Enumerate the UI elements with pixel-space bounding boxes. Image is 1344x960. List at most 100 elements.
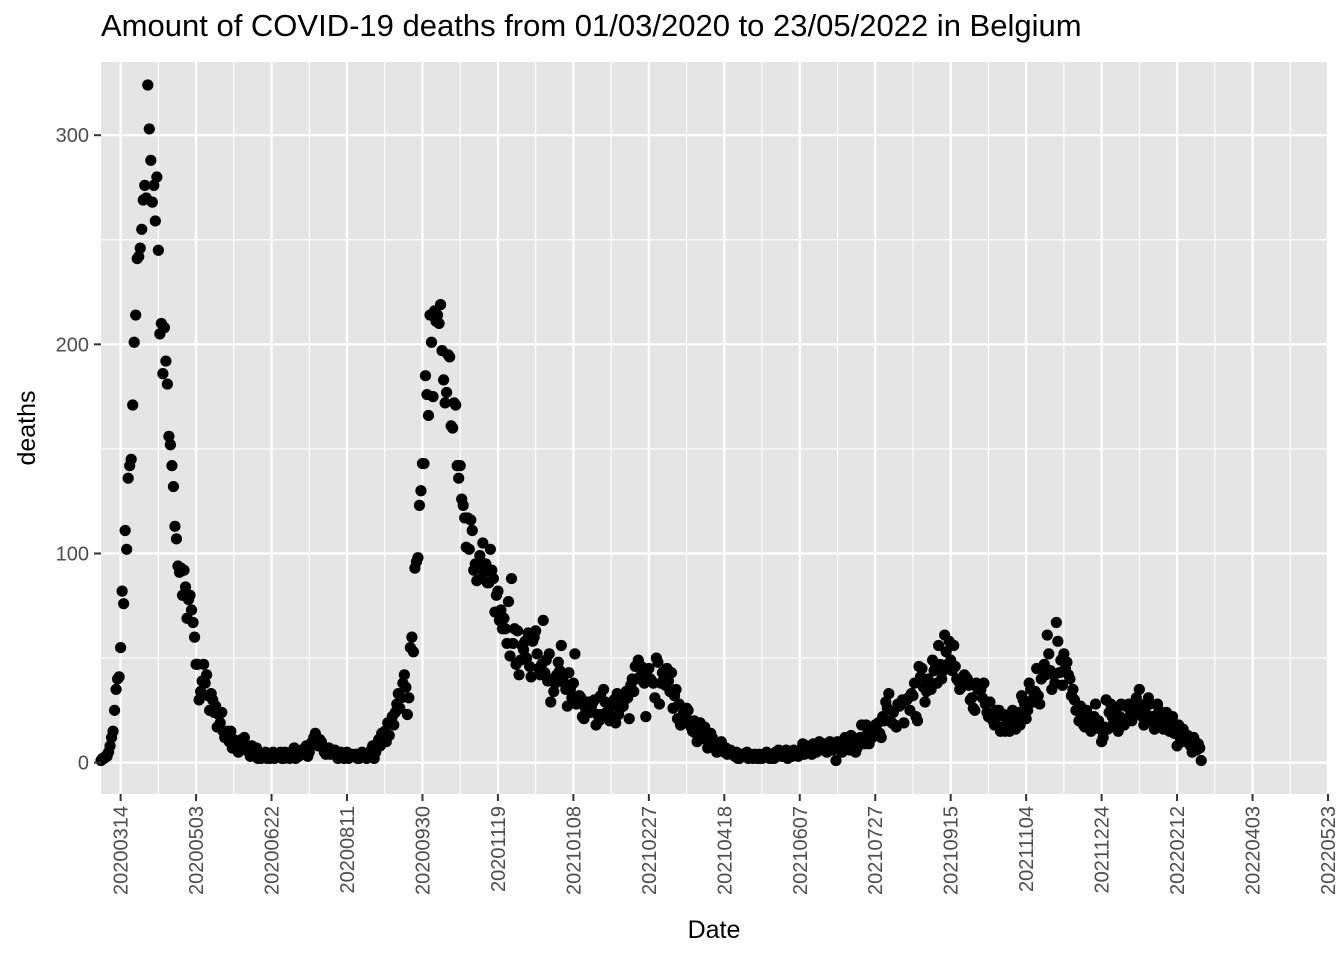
data-point [122,472,134,484]
data-point [169,520,181,532]
data-point [453,472,465,484]
data-point [1166,711,1179,723]
data-point [1022,704,1034,716]
data-point [400,681,412,693]
data-point [1194,742,1206,754]
data-point [434,299,447,311]
y-tick-label: 300 [56,125,89,147]
data-point [388,719,400,731]
data-point [427,391,439,403]
chart-title: Amount of COVID-19 deaths from 01/03/202… [101,8,1082,43]
data-point [466,524,478,537]
x-tick-label: 20210727 [865,806,887,895]
data-point [107,725,119,737]
data-point [444,351,456,363]
data-point [152,244,164,256]
data-point [507,637,519,650]
data-point [477,537,489,549]
data-point [185,604,198,616]
data-point [1061,656,1073,668]
data-point [1133,683,1145,696]
x-tick-label: 20200622 [262,806,284,895]
data-point [670,683,682,696]
data-point [940,646,952,658]
data-point [425,336,438,348]
data-point [875,731,887,744]
data-point [1052,635,1064,647]
data-point [431,309,444,321]
x-tick-label: 20210418 [714,806,736,895]
data-point [1050,616,1062,629]
data-point [898,717,910,729]
data-point [830,754,842,767]
data-point [682,704,694,716]
data-point [158,322,170,334]
data-point [524,660,536,673]
data-point [108,704,121,716]
data-point [130,309,142,321]
data-point [149,215,161,227]
data-point [665,667,678,679]
data-point [398,669,410,681]
data-point [492,585,504,597]
data-point [146,196,158,208]
data-point [563,667,575,679]
data-point [936,673,948,685]
data-point [121,543,133,555]
data-point [499,623,512,635]
data-point [418,457,430,470]
x-tick-label: 20200503 [186,806,208,895]
data-point [555,639,567,652]
data-point [116,585,128,597]
y-axis: 0 100 200 300 [56,125,101,775]
data-point [415,485,427,497]
data-point [439,397,451,409]
data-point [125,453,137,465]
data-point [216,706,228,719]
data-point [133,250,145,263]
data-point [911,715,924,727]
data-point [984,696,996,708]
data-point [170,533,183,545]
data-point [193,694,205,706]
data-point [115,642,127,654]
data-point [433,317,445,330]
data-point [407,646,420,658]
data-point [1064,673,1076,685]
data-point [450,399,462,411]
data-points [95,79,1207,767]
data-point [504,650,516,662]
data-point [1034,698,1046,710]
data-point [161,378,174,390]
data-point [505,572,518,585]
data-point [1043,648,1055,660]
data-point [303,746,315,758]
data-point [1097,731,1109,744]
data-point [933,639,945,652]
data-point [1067,683,1079,696]
data-point [406,631,418,643]
data-point [157,368,169,380]
data-point [1041,629,1053,641]
data-point [143,123,155,135]
data-point [454,460,466,472]
data-point [128,336,140,348]
x-tick-label: 20220212 [1167,806,1189,895]
x-tick-label: 20211224 [1092,806,1114,894]
data-point [1089,698,1102,710]
x-tick-label: 20210108 [563,806,585,895]
data-point [413,499,426,511]
data-point [916,662,928,675]
data-point [543,648,555,660]
data-point [487,572,499,585]
data-point [530,625,542,637]
x-axis-title: Date [688,916,741,944]
data-point [401,708,413,721]
x-tick-label: 20220403 [1243,806,1265,895]
data-point [457,499,469,511]
data-point [883,688,895,700]
data-point [531,648,543,660]
data-point [179,581,192,593]
plot-panel [101,62,1328,794]
data-point [465,514,477,526]
